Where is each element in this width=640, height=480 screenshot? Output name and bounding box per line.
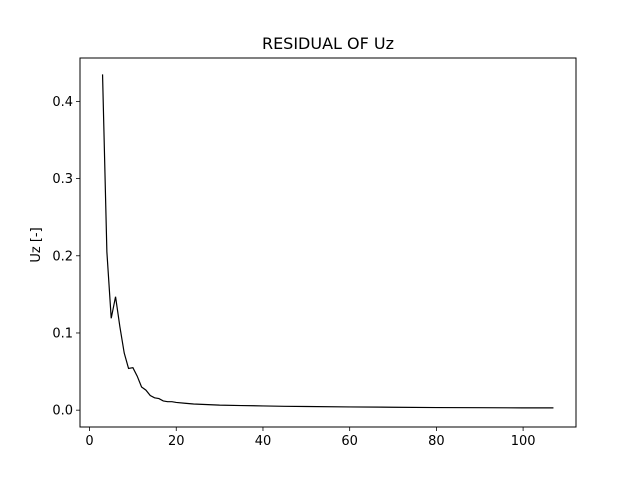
x-tick-label: 40 bbox=[255, 434, 272, 449]
y-tick-label: 0.3 bbox=[52, 172, 73, 187]
y-axis-label: Uz [-] bbox=[29, 227, 44, 262]
y-axis: 0.0 0.1 0.2 0.3 0.4 bbox=[52, 95, 80, 419]
plot-frame bbox=[79, 57, 577, 428]
x-tick-label: 20 bbox=[168, 434, 185, 449]
x-tick-label: 0 bbox=[85, 434, 93, 449]
chart-title: RESIDUAL OF Uz bbox=[262, 34, 394, 53]
x-tick-label: 60 bbox=[341, 434, 358, 449]
y-tick-label: 0.1 bbox=[52, 326, 73, 341]
y-tick-label: 0.0 bbox=[52, 404, 73, 419]
x-tick-label: 80 bbox=[428, 434, 445, 449]
y-tick-label: 0.4 bbox=[52, 95, 73, 110]
y-tick-label: 0.2 bbox=[52, 249, 73, 264]
x-tick-label: 100 bbox=[511, 434, 536, 449]
x-axis: 0 20 40 60 80 100 bbox=[85, 427, 536, 449]
uz-residual-line bbox=[101, 74, 554, 409]
